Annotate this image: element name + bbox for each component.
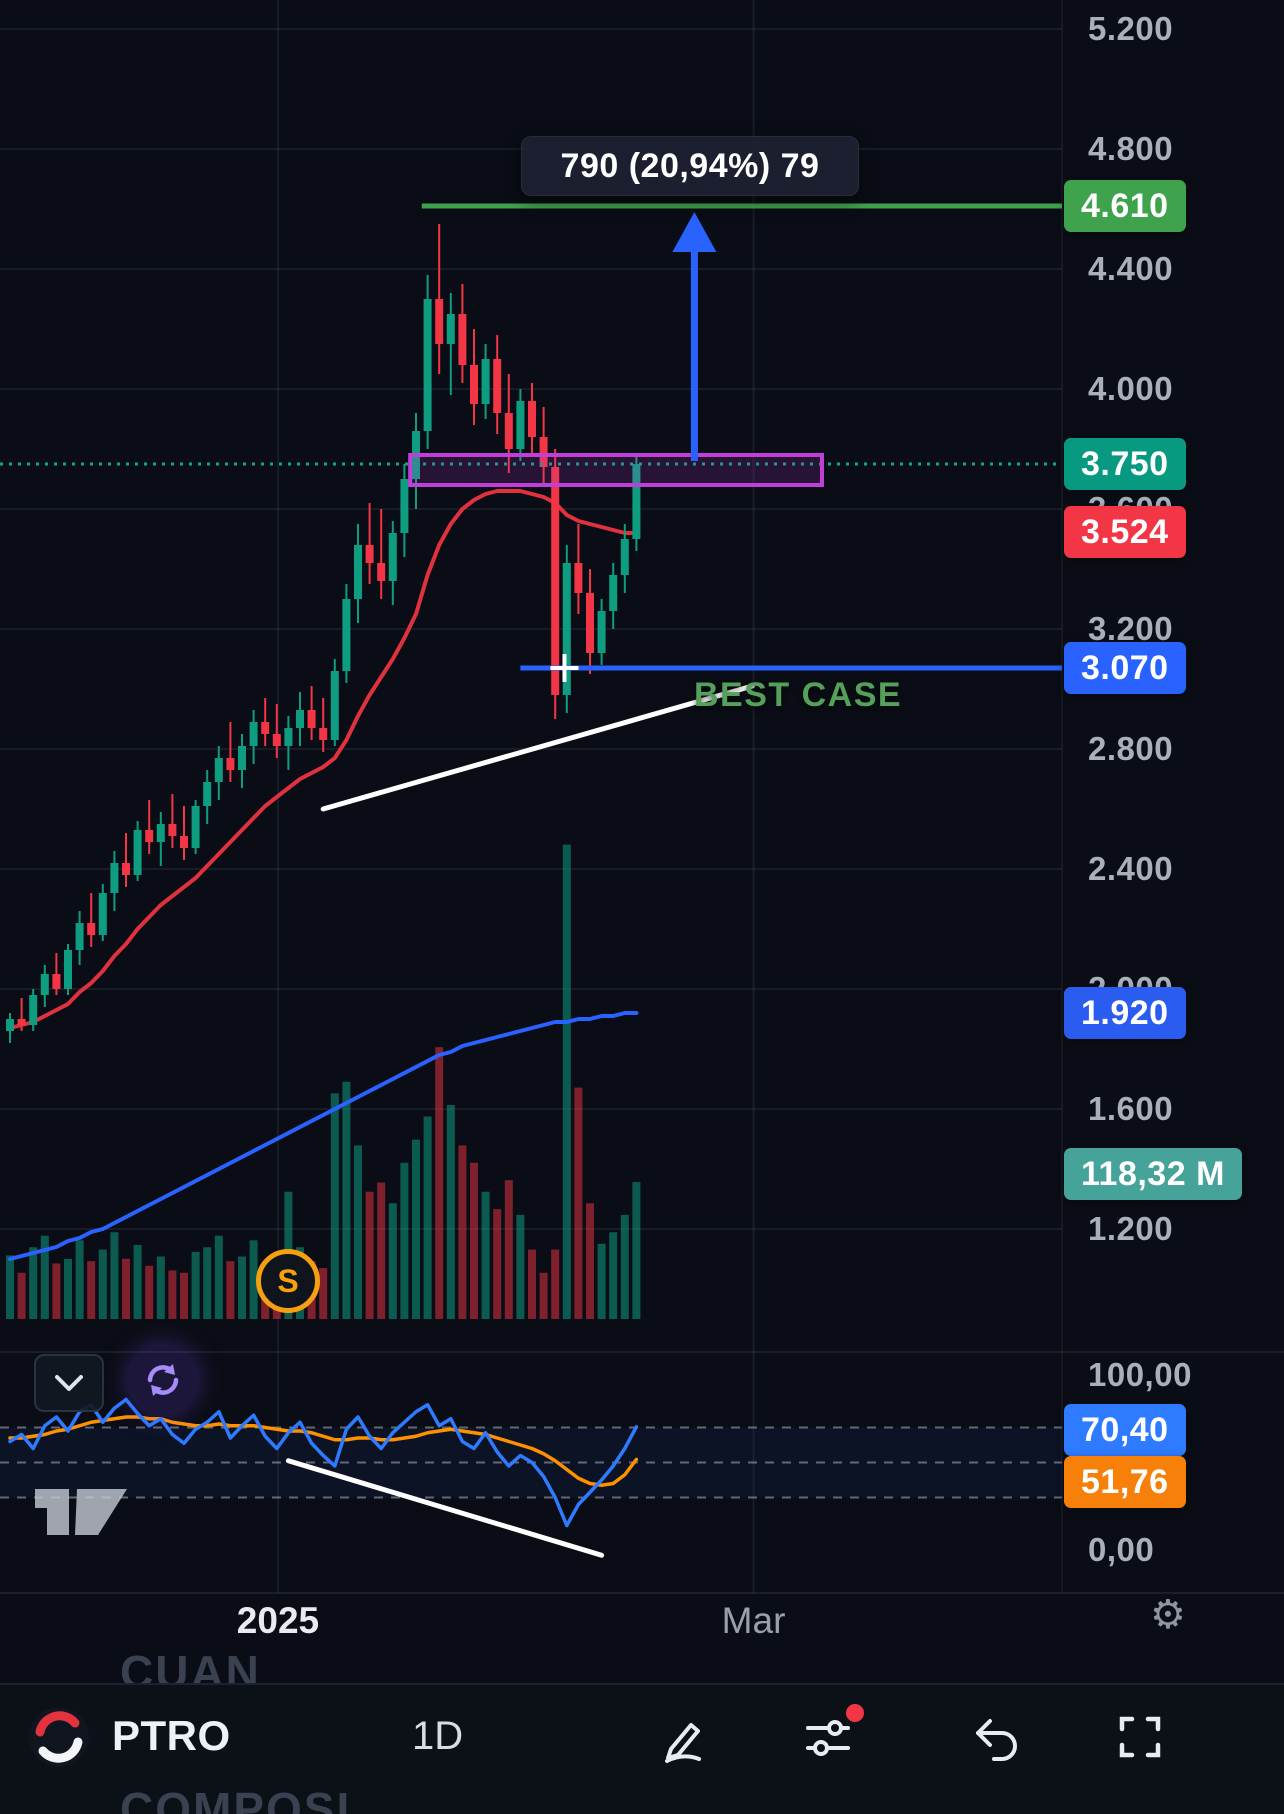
undo-arrow-icon	[976, 1719, 1017, 1761]
draw-button[interactable]	[655, 1709, 711, 1765]
sliders-icon	[806, 1720, 850, 1756]
measure-tooltip: 790 (20,94%) 79	[521, 136, 859, 196]
pen-icon	[665, 1723, 701, 1763]
best-case-annotation: BEST CASE	[694, 676, 903, 714]
fullscreen-brackets-icon	[1119, 1716, 1161, 1758]
symbol-logo[interactable]	[28, 1706, 90, 1768]
axis-settings-gear-icon[interactable]: ⚙	[1150, 1593, 1186, 1637]
moving-averages	[8, 489, 639, 1261]
watchlist-item-composite[interactable]: COMPOSI	[120, 1783, 352, 1814]
chevron-down-icon	[55, 1375, 83, 1391]
circular-arrows-icon	[147, 1364, 179, 1396]
indicators-button[interactable]	[800, 1709, 856, 1765]
notification-dot	[846, 1704, 864, 1722]
candles	[6, 224, 641, 1043]
bottom-toolbar	[0, 1683, 1284, 1814]
grid-lines	[0, 0, 1284, 1594]
rsi-refresh-button[interactable]	[130, 1347, 196, 1413]
undo-button[interactable]	[968, 1709, 1024, 1765]
tradingview-logo	[35, 1475, 127, 1542]
fullscreen-button[interactable]	[1112, 1709, 1168, 1765]
split-event-badge[interactable]: S	[256, 1249, 320, 1313]
chart-drawings[interactable]	[0, 203, 1062, 1558]
symbol-button[interactable]: PTRO	[112, 1712, 231, 1759]
interval-button[interactable]: 1D	[412, 1714, 464, 1758]
rsi-collapse-button[interactable]	[34, 1354, 104, 1412]
rsi-lines	[8, 1397, 639, 1528]
